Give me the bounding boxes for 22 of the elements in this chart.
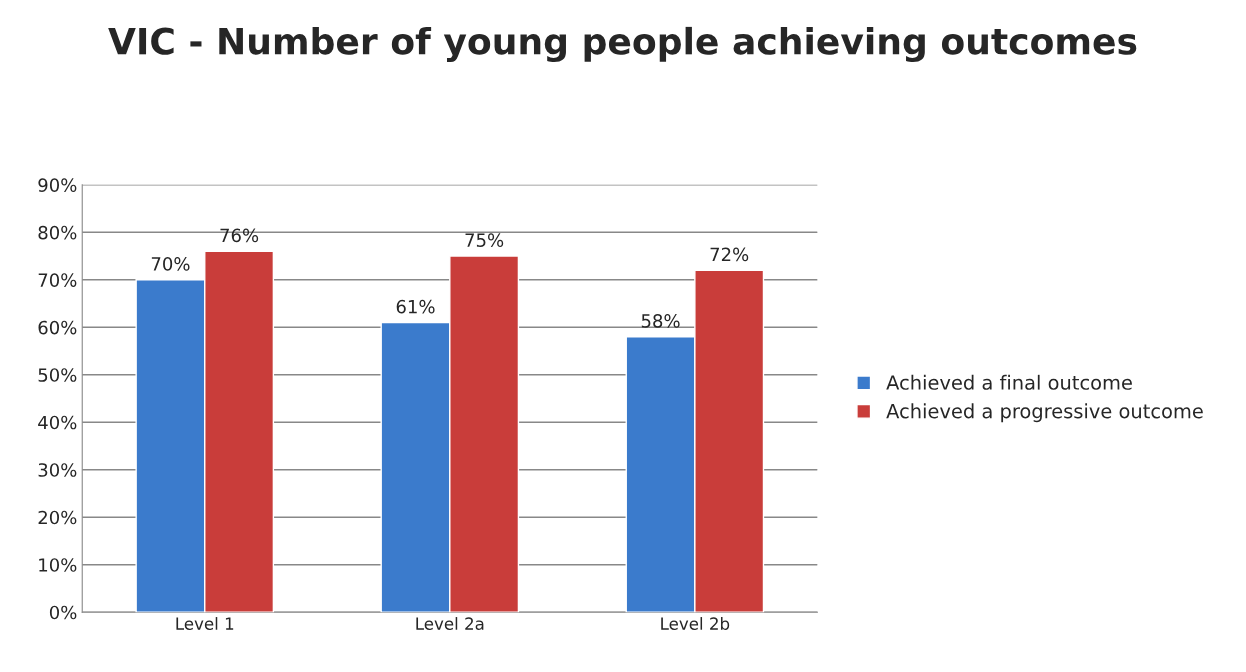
y-tick-label: 50%	[38, 368, 77, 382]
data-label: 70%	[151, 257, 190, 271]
y-tick-label: 60%	[38, 320, 77, 335]
x-tick-label: Level 2b	[661, 617, 730, 630]
y-tick-label: 70%	[38, 273, 77, 287]
x-tick-label: Level 2a	[416, 617, 484, 630]
y-tick-label: 10%	[39, 558, 77, 572]
chart-title: VIC - Number of young people achieving outcomes	[108, 26, 1137, 63]
data-label: 72%	[710, 247, 749, 262]
legend-label: Achieved a progressive outcome	[886, 403, 1203, 423]
y-tick-label: 30%	[38, 463, 77, 477]
data-label: 58%	[641, 314, 680, 328]
legend-label: Achieved a final outcome	[886, 374, 1132, 390]
y-tick-label: 90%	[38, 178, 77, 192]
data-label: 75%	[465, 233, 504, 247]
data-label: 76%	[220, 228, 259, 243]
y-tick-label: 80%	[38, 225, 77, 240]
data-label: 61%	[396, 299, 435, 314]
y-tick-label: 20%	[38, 510, 77, 525]
y-tick-label: 0%	[49, 605, 77, 620]
x-tick-label: Level 1	[176, 617, 234, 630]
y-tick-label: 40%	[38, 415, 77, 430]
